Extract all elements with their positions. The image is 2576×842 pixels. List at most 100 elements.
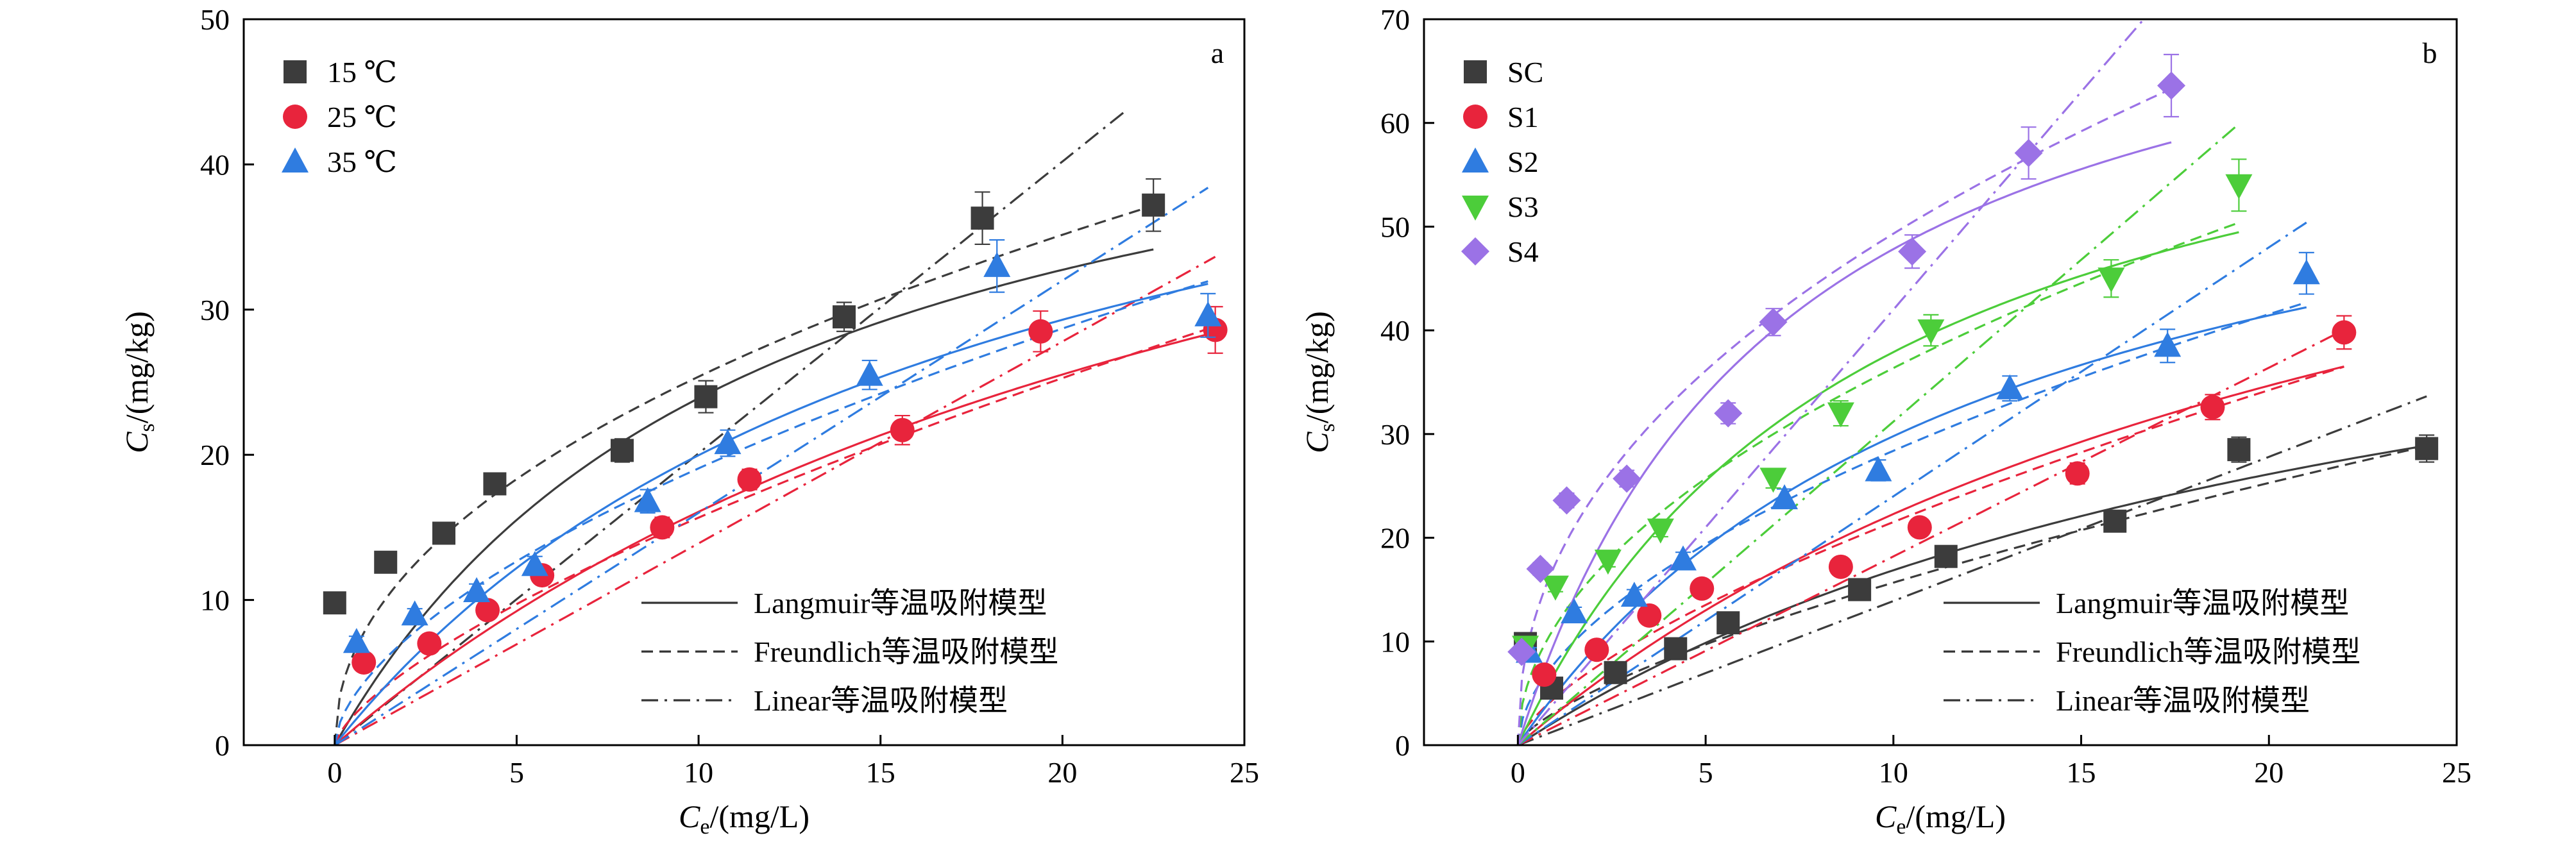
legend-label: S2 [1507, 146, 1539, 178]
x-axis-label: Ce/(mg/L) [679, 798, 809, 839]
data-point-s3-p1 [1541, 575, 1569, 601]
data-point-s1-p6 [2065, 461, 2090, 486]
legend-marker-1 [283, 105, 307, 129]
data-point-s0-p6 [833, 305, 856, 329]
data-point-s0-p8 [2227, 438, 2251, 462]
data-point-s1-p8 [2332, 320, 2357, 345]
y-tick-label: 40 [1380, 314, 1410, 347]
fit-line-linear-series-2 [334, 187, 1209, 745]
data-point-s0-p2 [1604, 661, 1627, 684]
model-legend: Langmuir等温吸附模型 Freundlich等温吸附模型 Linear等温吸附… [1944, 587, 2360, 717]
data-point-s1-p2 [1637, 603, 1662, 628]
fit-line-linear-series-1 [334, 256, 1216, 745]
data-point-s2-p7 [983, 251, 1011, 277]
y-tick-label: 60 [1380, 107, 1410, 140]
data-point-s1-p3 [1690, 576, 1715, 601]
data-point-s4-p2 [1552, 486, 1581, 515]
data-point-s4-p1 [1526, 555, 1555, 584]
y-tick-label: 0 [215, 729, 230, 762]
data-point-s0-p5 [1848, 578, 1872, 602]
data-point-s1-p4 [1828, 554, 1853, 579]
data-point-s2-p5 [1865, 456, 1892, 482]
data-point-s2-p6 [1996, 374, 2024, 400]
fit-lines [334, 111, 1216, 745]
data-point-s0-p0 [323, 591, 346, 615]
data-point-s0-p8 [1142, 193, 1165, 217]
legend-label: SC [1507, 56, 1543, 88]
fit-line-langmuir-series-3 [1516, 231, 2239, 745]
data-point-s4-p6 [1898, 237, 1927, 266]
data-point-s3-p3 [1647, 518, 1674, 544]
model-legend-label: Linear等温吸附模型 [2056, 684, 2310, 717]
model-legend-label: Linear等温吸附模型 [754, 684, 1008, 717]
plot-frame [242, 18, 1246, 746]
legend-marker-4 [1461, 237, 1489, 265]
data-point-s0-p3 [1664, 637, 1688, 661]
fit-line-freundlich-series-0 [334, 205, 1154, 745]
data-point-s3-p7 [2097, 267, 2125, 293]
data-point-s2-p5 [714, 429, 741, 455]
x-tick-label: 15 [866, 756, 895, 789]
fit-line-langmuir-series-1 [334, 331, 1216, 745]
data-point-s4-p8 [2157, 71, 2186, 100]
y-tick-label: 10 [200, 584, 230, 617]
data-point-s3-p5 [1827, 402, 1854, 428]
fit-line-linear-series-0 [1517, 395, 2427, 745]
series-legend: SC S1 S2 S3 S4 [1461, 56, 1543, 268]
y-axis-label: Cs/(mg/kg) [1299, 311, 1339, 453]
fit-line-langmuir-series-4 [1516, 141, 2172, 745]
y-tick-label: 20 [200, 439, 230, 471]
data-point-s4-p0 [1507, 637, 1536, 666]
x-tick-label: 15 [2067, 756, 2096, 789]
data-point-s0-p9 [2415, 437, 2439, 460]
data-point-s4-p3 [1613, 464, 1641, 493]
x-tick-label: 10 [684, 756, 713, 789]
model-legend-label: Freundlich等温吸附模型 [754, 636, 1058, 668]
y-tick-label: 40 [200, 148, 230, 181]
data-point-s1-p6 [890, 417, 915, 442]
y-tick-label: 50 [200, 3, 230, 36]
legend-label: 35 ℃ [327, 146, 397, 178]
legend-label: S4 [1507, 235, 1539, 268]
legend-label: 15 ℃ [327, 56, 397, 88]
fit-line-linear-series-4 [1517, 19, 2146, 745]
data-point-s3-p4 [1759, 467, 1787, 493]
model-legend: Langmuir等温吸附模型 Freundlich等温吸附模型 Linear等温吸附… [641, 587, 1058, 717]
x-tick-label: 25 [1230, 756, 1259, 789]
panel-letter: a [1211, 37, 1224, 69]
data-point-s2-p3 [521, 551, 548, 577]
data-point-s2-p0 [343, 628, 370, 653]
legend-label: S1 [1507, 101, 1539, 133]
y-tick-label: 30 [200, 294, 230, 326]
data-point-s1-p1 [417, 631, 442, 656]
data-point-s2-p2 [1620, 582, 1648, 607]
fit-line-langmuir-series-0 [334, 248, 1154, 745]
x-tick-label: 25 [2442, 756, 2471, 789]
data-point-s4-p7 [2014, 139, 2043, 167]
data-point-s2-p4 [634, 487, 661, 512]
data-point-s2-p4 [1771, 484, 1799, 510]
data-point-s2-p8 [2292, 259, 2320, 285]
data-point-s2-p3 [1669, 545, 1697, 571]
y-tick-label: 10 [1380, 625, 1410, 658]
y-tick-label: 0 [1395, 729, 1410, 762]
fit-line-freundlich-series-2 [1516, 301, 2307, 745]
data-point-s0-p4 [1716, 611, 1740, 635]
data-point-s1-p5 [737, 467, 762, 492]
data-point-s3-p6 [1917, 319, 1945, 345]
legend-marker-2 [1462, 147, 1489, 173]
data-point-s2-p8 [1194, 301, 1222, 326]
data-point-s1-p7 [2200, 394, 2225, 419]
data-point-s0-p1 [374, 550, 398, 574]
panel-b: 0 5 10 15 20 25 0 10 20 30 40 50 60 70 Ce/(mg/L) Cs/(mg… [1299, 3, 2471, 839]
data-point-s1-p5 [1907, 515, 1932, 540]
x-tick-label: 10 [1879, 756, 1908, 789]
data-point-s3-p8 [2225, 174, 2253, 199]
model-legend-label: Langmuir等温吸附模型 [2056, 587, 2349, 619]
fit-line-linear-series-2 [1517, 221, 2307, 745]
data-point-s4-p4 [1714, 399, 1743, 428]
legend-label: 25 ℃ [327, 101, 397, 133]
panel-letter: b [2423, 37, 2437, 69]
data-point-s0-p5 [694, 385, 718, 408]
